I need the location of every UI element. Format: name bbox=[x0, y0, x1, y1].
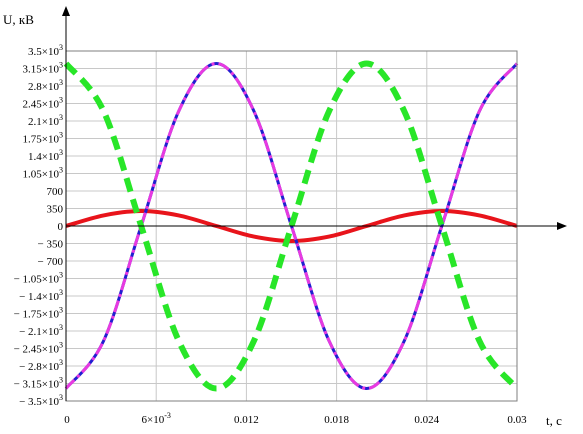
y-tick-label: 2.8×103 bbox=[28, 78, 63, 93]
y-tick-label: − 1.75×103 bbox=[14, 306, 63, 321]
y-tick-label: − 1.05×103 bbox=[14, 271, 63, 286]
y-tick-label: − 2.45×103 bbox=[14, 341, 63, 356]
y-tick-label: − 1.4×103 bbox=[19, 288, 63, 303]
x-tick-label: 6×10-3 bbox=[142, 411, 171, 426]
y-tick-label: 1.4×103 bbox=[28, 148, 63, 163]
x-tick-label: 0.018 bbox=[324, 414, 349, 426]
y-tick-label: 3.5×103 bbox=[28, 43, 63, 58]
y-tick-label: − 2.8×103 bbox=[19, 358, 63, 373]
y-axis-title: U, кВ bbox=[3, 12, 34, 27]
x-tick-label: 0.012 bbox=[234, 414, 259, 426]
x-axis-title: t, c bbox=[546, 413, 562, 428]
x-tick-label: 0.024 bbox=[414, 414, 439, 426]
y-tick-label: − 3.15×103 bbox=[14, 376, 63, 391]
y-axis-arrow bbox=[62, 6, 70, 16]
x-axis-arrow bbox=[557, 222, 567, 230]
y-tick-label: 0 bbox=[58, 221, 64, 233]
y-tick-label: 2.1×103 bbox=[28, 113, 63, 128]
y-tick-label: − 2.1×103 bbox=[19, 323, 63, 338]
axes bbox=[62, 6, 567, 402]
y-tick-label: − 350 bbox=[38, 239, 64, 251]
y-tick-label: 1.75×103 bbox=[23, 131, 63, 146]
y-tick-label: 3.15×103 bbox=[23, 61, 63, 76]
y-tick-label: 700 bbox=[47, 186, 64, 198]
y-tick-label: − 3.5×103 bbox=[19, 393, 63, 408]
x-tick-label: 0 bbox=[64, 414, 70, 426]
series-line-0 bbox=[65, 208, 518, 244]
y-tick-label: − 700 bbox=[38, 256, 64, 268]
y-tick-label: 2.45×103 bbox=[23, 96, 63, 111]
x-tick-labels: 0 6×10-3 0.012 0.018 0.024 0.03 bbox=[64, 411, 527, 426]
x-tick-label: 0.03 bbox=[507, 414, 527, 426]
y-tick-labels: 3.5×103 3.15×103 2.8×103 2.45×103 2.1×103 1.7… bbox=[14, 43, 64, 408]
y-tick-label: 1.05×103 bbox=[23, 166, 63, 181]
y-tick-label: 350 bbox=[47, 204, 64, 216]
